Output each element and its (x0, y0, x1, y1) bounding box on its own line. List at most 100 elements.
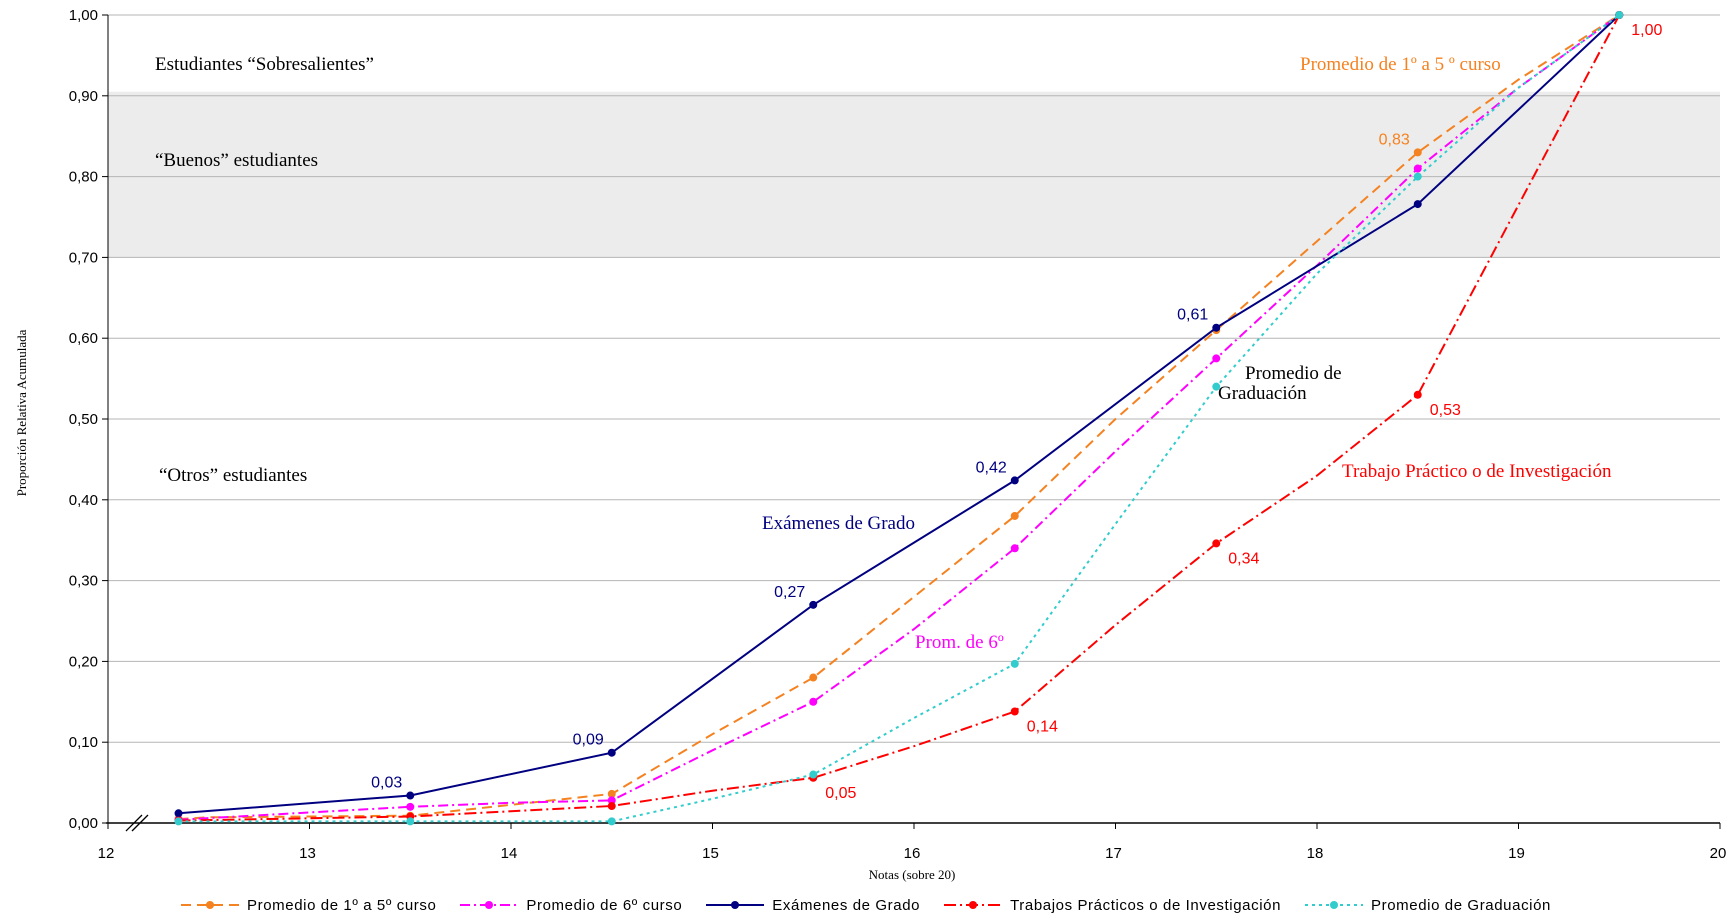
label-layer: 0,03 0,09 0,27 0,42 0,61 0,83 1,00 0,53 0,34 0,14… (371, 22, 1662, 802)
legend-label: Exámenes de Grado (772, 896, 921, 914)
legend-swatch-marker (1330, 901, 1339, 909)
series-0-point (607, 789, 616, 798)
axis-break-mark (125, 814, 143, 832)
series-1-point (809, 697, 818, 706)
legend-swatch-marker (485, 901, 494, 909)
legend-label: Promedio de 1º a 5º curso (247, 896, 437, 914)
annotation-graduacion-1: Promedio de (1245, 363, 1342, 384)
annotation-sobresalientes: Estudiantes “Sobresalientes” (155, 54, 374, 75)
series-1-point (406, 802, 415, 811)
x-axis-title: Notas (sobre 20) (869, 867, 956, 882)
x-tick-label: 16 (904, 845, 921, 862)
legend-item: Promedio de 1º a 5º curso (179, 897, 436, 914)
series-line-3 (178, 14, 1621, 822)
legend-swatch-marker (969, 901, 978, 909)
series-1-point (1212, 354, 1221, 363)
series-0-point (1010, 511, 1019, 520)
data-label: 0,42 (976, 459, 1007, 476)
legend-swatch (181, 901, 240, 909)
series-3-point (1010, 707, 1019, 716)
y-tick-label: 0,60 (69, 330, 98, 347)
series-4-point (174, 817, 183, 826)
series-2-point (174, 809, 183, 818)
data-label: 0,83 (1379, 131, 1410, 148)
series-line-2 (178, 14, 1620, 815)
data-label: 0,34 (1228, 550, 1259, 567)
x-tick-label: 15 (702, 845, 719, 862)
annotation-otros: “Otros” estudiantes (159, 465, 307, 486)
data-label: 0,61 (1177, 307, 1208, 324)
y-tick-label: 0,70 (69, 249, 98, 266)
y-tick-label: 0,10 (69, 734, 98, 751)
legend-swatch-marker (731, 901, 740, 909)
legend-item: Exámenes de Grado (704, 897, 920, 914)
axis-break-mark (131, 814, 149, 832)
y-tick-label: 0,80 (69, 169, 98, 186)
series-2-point (607, 748, 616, 757)
x-tick-label: 20 (1710, 845, 1727, 862)
x-tick-label: 12 (98, 845, 115, 862)
annotation-buenos: “Buenos” estudiantes (155, 150, 318, 171)
legend-item: Trabajos Prácticos o de Investigación (942, 897, 1281, 914)
data-label: 0,27 (774, 584, 805, 601)
y-axis-title: Proporción Relativa Acumulada (14, 329, 29, 496)
series-4-point (1615, 11, 1624, 19)
x-tick-label: 13 (299, 845, 316, 862)
y-tick-label: 0,00 (69, 815, 98, 832)
annotation-examenes: Exámenes de Grado (762, 513, 915, 534)
band-layer (108, 91, 1720, 258)
series-4-point (406, 817, 415, 826)
series-3-point (1212, 539, 1221, 548)
y-tick-label: 0,20 (69, 653, 98, 670)
series-line-1 (178, 14, 1620, 821)
y-tick-label: 1,00 (69, 7, 98, 24)
chart-legend: Promedio de 1º a 5º curso Promedio de 6º … (0, 892, 1730, 918)
shaded-band (108, 91, 1720, 258)
axis-layer: 0,00 0,10 0,20 0,30 0,40 0,50 0,60 0,70 0,80 0,90… (69, 7, 1727, 862)
annotation-graduacion-2: Graduación (1218, 383, 1307, 404)
legend-swatch-marker (206, 901, 215, 909)
x-tick-label: 17 (1105, 845, 1122, 862)
series-1-point (1413, 164, 1422, 173)
legend-swatch (944, 901, 1003, 909)
annotation-prom15: Promedio de 1º a 5 º curso (1300, 54, 1501, 75)
y-tick-label: 0,40 (69, 492, 98, 509)
series-1-point (607, 796, 616, 805)
x-tick-label: 14 (501, 845, 518, 862)
series-4-point (607, 817, 616, 826)
series-2-point (1010, 476, 1019, 485)
x-tick-label: 19 (1508, 845, 1525, 862)
data-label: 0,53 (1430, 402, 1461, 419)
legend-swatch (1305, 901, 1364, 909)
legend-swatch (460, 901, 519, 909)
data-label: 1,00 (1631, 22, 1662, 39)
grid-layer (108, 14, 1720, 743)
series-0-point (809, 673, 818, 682)
series-3-point (607, 802, 616, 811)
series-2-point (1413, 200, 1422, 209)
series-2-point (809, 600, 818, 609)
legend-label: Trabajos Prácticos o de Investigación (1010, 896, 1282, 914)
y-tick-label: 0,50 (69, 411, 98, 428)
data-label: 0,14 (1027, 718, 1058, 735)
legend-label: Promedio de Graduación (1371, 896, 1551, 914)
legend-label: Promedio de 6º curso (526, 896, 683, 914)
annotation-trabajo: Trabajo Práctico o de Investigación (1342, 461, 1612, 482)
series-3-point (1413, 390, 1422, 399)
series-line-0 (178, 14, 1620, 820)
legend-item: Promedio de Graduación (1303, 897, 1551, 914)
series-2-point (1212, 323, 1221, 332)
data-label: 0,09 (573, 732, 604, 749)
y-tick-label: 0,30 (69, 573, 98, 590)
legend-swatch (706, 901, 765, 909)
series-1-point (1010, 544, 1019, 553)
data-label: 0,03 (371, 775, 402, 792)
series-2-point (406, 791, 415, 800)
series-0-point (1413, 148, 1422, 157)
y-tick-label: 0,90 (69, 88, 98, 105)
annotation-prom6: Prom. de 6º (915, 632, 1004, 653)
series-4-point (1413, 172, 1422, 181)
data-label: 0,05 (825, 785, 856, 802)
legend-item: Promedio de 6º curso (458, 897, 682, 914)
series-4-point (1212, 382, 1221, 391)
